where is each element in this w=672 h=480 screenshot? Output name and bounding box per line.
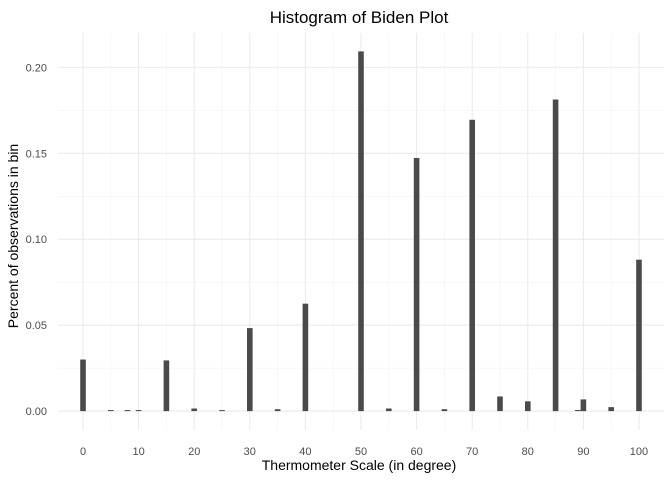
y-tick-label: 0.05: [26, 320, 47, 332]
x-tick-label: 100: [630, 446, 648, 458]
histogram-bar: [219, 410, 225, 412]
histogram-bar: [608, 407, 614, 412]
histogram-bar: [636, 259, 642, 412]
x-tick-label: 20: [188, 446, 200, 458]
x-tick-label: 10: [132, 446, 144, 458]
x-axis-title: Thermometer Scale (in degree): [262, 457, 457, 473]
x-tick-label: 40: [299, 446, 311, 458]
histogram-bar: [441, 409, 448, 412]
y-axis-title: Percent of observations in bin: [5, 144, 21, 328]
histogram-bar: [124, 410, 131, 412]
histogram-bar: [163, 360, 170, 412]
x-tick-label: 60: [410, 446, 422, 458]
x-tick-label: 30: [244, 446, 256, 458]
histogram-bar: [135, 410, 142, 412]
y-tick-label: 0.20: [26, 62, 47, 74]
histogram-bar: [497, 396, 503, 412]
histogram-bar: [580, 399, 587, 412]
histogram-bar: [191, 408, 198, 412]
y-axis-ticks: 0.00 0.05 0.10 0.15 0.20: [26, 62, 47, 418]
histogram-bar: [247, 328, 253, 412]
x-tick-label: 70: [466, 446, 478, 458]
x-tick-label: 0: [80, 446, 86, 458]
histogram-bar: [80, 359, 86, 412]
histogram-bar: [302, 303, 309, 412]
y-tick-label: 0.10: [26, 234, 47, 246]
histogram-bar: [274, 409, 281, 412]
histogram-bar: [413, 157, 420, 412]
x-tick-label: 90: [577, 446, 589, 458]
histogram-bar: [358, 51, 364, 412]
bars: [80, 51, 642, 412]
histogram-bar: [469, 119, 475, 412]
histogram-bar: [524, 401, 531, 412]
chart-title: Histogram of Biden Plot: [270, 8, 449, 27]
histogram-bar: [552, 99, 559, 412]
y-tick-label: 0.00: [26, 406, 47, 418]
histogram-bar: [108, 410, 114, 412]
x-tick-label: 80: [522, 446, 534, 458]
histogram-bar: [575, 410, 581, 412]
x-tick-label: 50: [355, 446, 367, 458]
y-tick-label: 0.15: [26, 148, 47, 160]
x-axis-ticks: 0 10 20 30 40 50 60 70 80 90 100: [80, 446, 648, 458]
histogram-bar: [385, 408, 392, 412]
